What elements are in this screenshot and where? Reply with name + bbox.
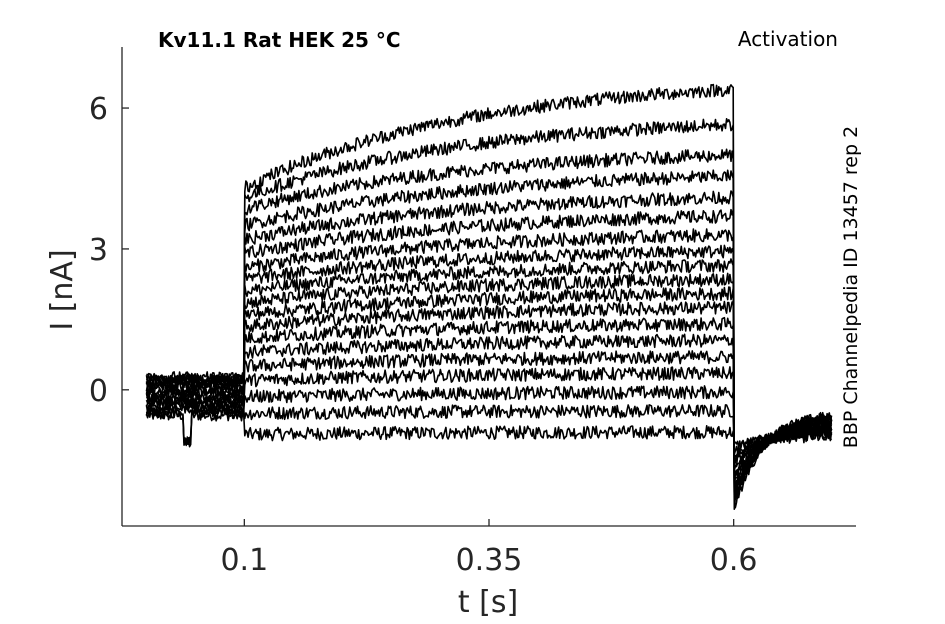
- y-tick-label: 6: [89, 92, 108, 127]
- current-trace: [145, 148, 833, 501]
- current-trace: [145, 286, 833, 486]
- chart-title: Kv11.1 Rat HEK 25 °C: [158, 28, 401, 52]
- x-tick-label: 0.1: [220, 543, 268, 578]
- current-trace: [146, 190, 833, 503]
- current-trace: [145, 300, 832, 478]
- current-trace: [145, 385, 833, 459]
- current-trace: [145, 118, 833, 511]
- x-axis-label: t [s]: [458, 585, 518, 620]
- current-traces: [145, 83, 833, 511]
- x-tick-label: 0.6: [710, 543, 758, 578]
- current-trace: [145, 409, 833, 450]
- current-trace: [145, 244, 833, 497]
- current-trace: [146, 83, 833, 510]
- x-tick-label: 0.35: [456, 543, 523, 578]
- current-trace: [145, 316, 833, 478]
- current-trace: [145, 208, 833, 494]
- current-trace: [145, 350, 833, 468]
- protocol-label: Activation: [738, 27, 838, 51]
- y-axis-label: I [nA]: [45, 249, 80, 330]
- current-trace: [145, 366, 833, 464]
- current-trace: [145, 404, 833, 456]
- current-trace: [145, 169, 833, 499]
- current-trace: [145, 333, 832, 472]
- y-tick-label: 0: [89, 374, 108, 409]
- current-trace: [145, 258, 833, 488]
- current-trace: [145, 272, 833, 488]
- source-id-label: BBP Channelpedia ID 13457 rep 2: [840, 126, 862, 448]
- current-trace: [145, 228, 832, 495]
- y-tick-label: 3: [89, 233, 108, 268]
- axis-ticks: 0.1 0.35 0.6 0 3 6: [89, 92, 758, 578]
